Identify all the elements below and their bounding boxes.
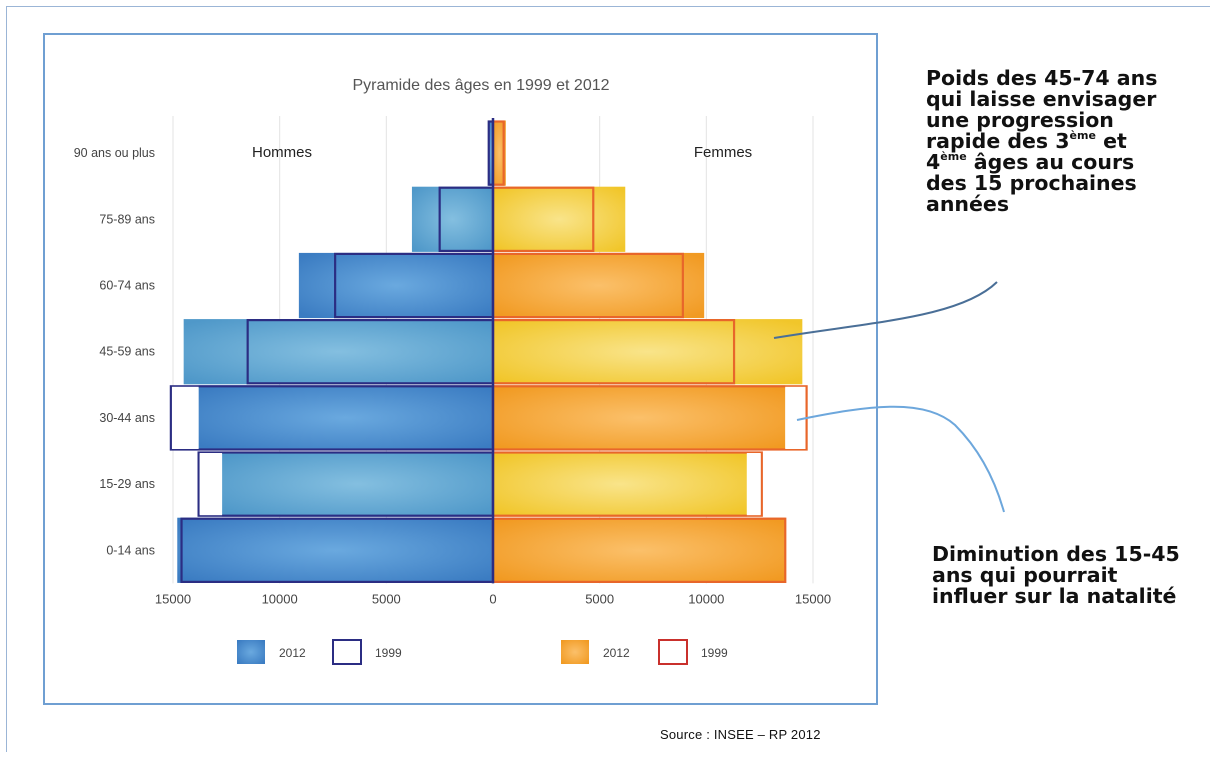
pyramid-chart: Pyramide des âges en 1999 et 2012 Hommes… <box>74 77 831 665</box>
legend-swatch <box>658 639 688 665</box>
legend-swatch <box>561 640 589 664</box>
y-category-label: 75-89 ans <box>99 212 155 226</box>
chart-frame: Pyramide des âges en 1999 et 2012 Hommes… <box>43 33 878 705</box>
x-tick-label: 5000 <box>585 591 614 606</box>
page-frame <box>6 6 1210 752</box>
annotation-top: Poids des 45-74 ans qui laisse envisager… <box>926 66 1158 216</box>
gap-femmes <box>746 453 761 516</box>
bar-hommes-2012 <box>222 451 494 517</box>
hommes-label: Hommes <box>252 144 312 161</box>
legend-label: 1999 <box>375 646 402 660</box>
legend-swatch <box>332 639 362 665</box>
x-tick-label: 5000 <box>372 591 401 606</box>
y-category-label: 0-14 ans <box>106 543 155 557</box>
bar-hommes-2012 <box>177 517 493 583</box>
gap-hommes <box>171 386 199 449</box>
bar-femmes-2012 <box>493 517 786 583</box>
connector-line-bottom <box>796 405 1005 513</box>
x-tick-label: 15000 <box>155 591 191 606</box>
legend-label: 2012 <box>279 646 306 660</box>
legend-label: 1999 <box>701 646 728 660</box>
bar-hommes-2012 <box>183 319 493 385</box>
x-tick-label: 10000 <box>688 591 724 606</box>
y-category-label: 30-44 ans <box>99 411 155 425</box>
bar-femmes-2012 <box>493 451 747 517</box>
bar-femmes-2012 <box>493 252 705 319</box>
bar-hommes-2012 <box>411 186 493 252</box>
y-category-label: 15-29 ans <box>99 477 155 491</box>
gap-hommes <box>199 453 223 516</box>
annotation-bottom: Diminution des 15-45 ans qui pourrait in… <box>932 542 1180 608</box>
legend-label: 2012 <box>603 646 630 660</box>
femmes-label: Femmes <box>694 144 752 161</box>
bar-femmes-2012 <box>493 186 626 252</box>
bar-hommes-2012 <box>488 120 493 186</box>
x-tick-label: 0 <box>489 591 496 606</box>
x-tick-label: 10000 <box>262 591 298 606</box>
bar-hommes-2012 <box>198 385 493 451</box>
legend-swatch <box>237 640 265 664</box>
bar-femmes-2012 <box>493 385 786 451</box>
y-category-label: 90 ans ou plus <box>74 146 155 160</box>
bar-femmes-2012 <box>493 319 803 385</box>
bar-hommes-2012 <box>298 252 493 319</box>
y-category-label: 60-74 ans <box>99 279 155 293</box>
y-category-label: 45-59 ans <box>99 345 155 359</box>
connector-line-top <box>773 281 998 339</box>
chart-title: Pyramide des âges en 1999 et 2012 <box>352 77 609 94</box>
source-note: Source : INSEE – RP 2012 <box>660 727 821 742</box>
x-tick-label: 15000 <box>795 591 831 606</box>
gap-femmes <box>785 386 806 449</box>
